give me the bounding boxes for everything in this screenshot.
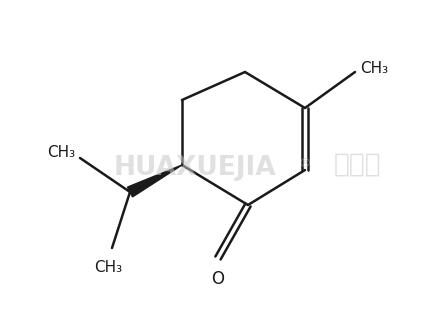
Text: 化学加: 化学加 [334, 152, 382, 178]
Text: O: O [211, 270, 225, 288]
Text: CH₃: CH₃ [47, 145, 75, 159]
Text: CH₃: CH₃ [94, 260, 122, 275]
Text: CH₃: CH₃ [360, 60, 388, 76]
Polygon shape [127, 165, 182, 197]
Text: ®: ® [299, 157, 311, 171]
Text: HUAXUEJIA: HUAXUEJIA [114, 155, 276, 181]
